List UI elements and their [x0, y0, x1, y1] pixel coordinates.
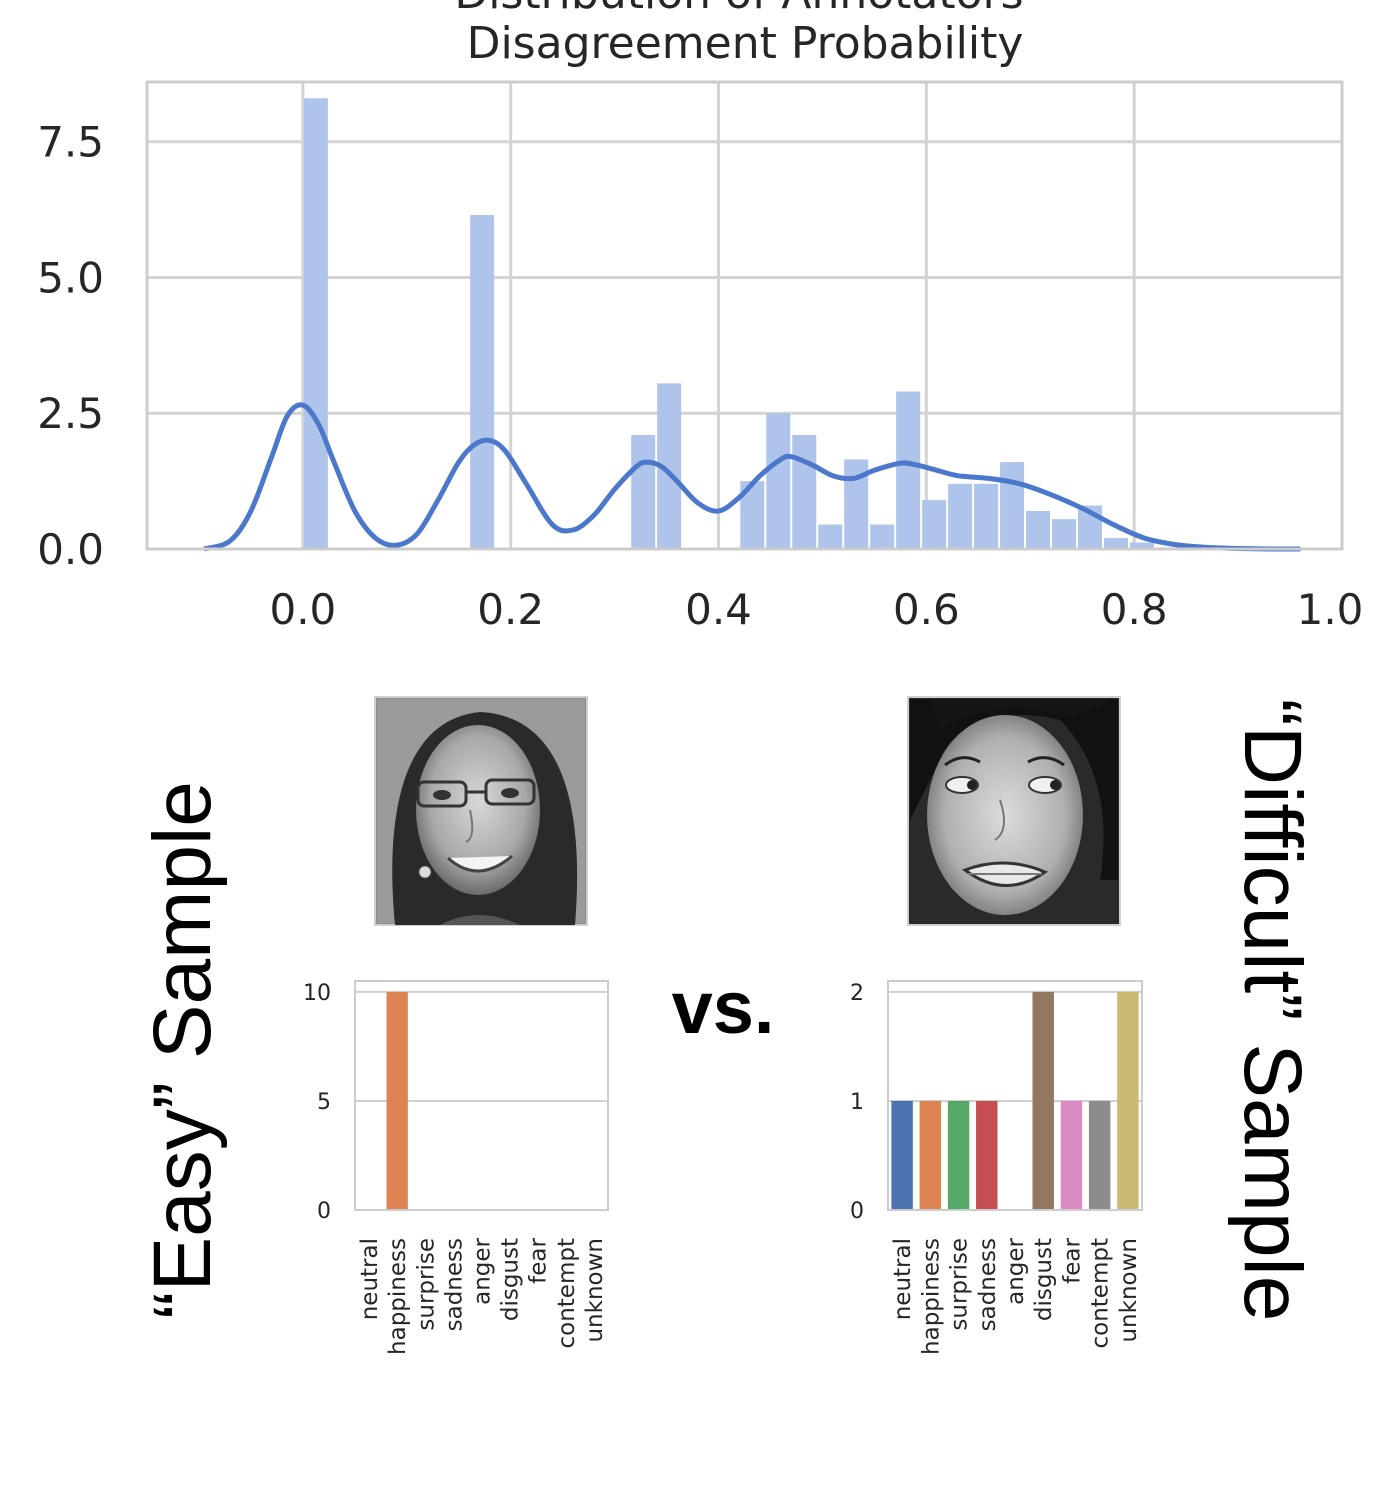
- y-tick-label: 7.5: [37, 118, 104, 167]
- category-label: anger: [1003, 1237, 1029, 1304]
- category-label: sadness: [441, 1238, 467, 1331]
- category-label: fear: [1059, 1237, 1085, 1283]
- x-tick-label: 1.0: [1297, 585, 1364, 634]
- category-label: surprise: [947, 1238, 973, 1331]
- difficult-sample-label: “Difficult” Sample: [1227, 699, 1318, 1322]
- easy-sample-chart: 0 5 10 neutral happiness surprise sadness anger…: [303, 980, 609, 1355]
- histogram-bar: [657, 383, 682, 549]
- category-label: happiness: [385, 1238, 411, 1355]
- difficult-sample-chart: 0 1 2 neutral happiness surprise sadness anger d…: [850, 980, 1143, 1355]
- y-tick-label: 0: [317, 1199, 331, 1224]
- histogram-bar: [631, 434, 656, 549]
- y-tick-label: 2: [850, 981, 864, 1006]
- y-tick-label: 10: [303, 981, 331, 1006]
- kde-curve: [203, 402, 1301, 552]
- histogram-bar: [922, 500, 947, 549]
- top-chart-kde: [203, 402, 1301, 552]
- histogram-bar: [470, 215, 495, 549]
- histogram-bar: [948, 483, 973, 549]
- category-label: disgust: [1031, 1238, 1057, 1321]
- vote-bar: [1117, 991, 1139, 1210]
- vote-bar: [1060, 1100, 1083, 1210]
- y-tick-label: 5: [317, 1090, 331, 1115]
- vote-bar: [1032, 991, 1054, 1210]
- easy-sample-label: “Easy” Sample: [137, 781, 228, 1319]
- y-tick-label: 0: [850, 1199, 864, 1224]
- histogram-bar: [1129, 542, 1154, 549]
- x-tick-label: 0.2: [477, 585, 544, 634]
- top-chart-bars: [303, 98, 1300, 549]
- x-tick-label: 0.4: [685, 585, 752, 634]
- histogram-bar: [844, 459, 869, 549]
- histogram-bar: [1052, 519, 1077, 549]
- histogram-bar: [1000, 462, 1025, 549]
- category-label: anger: [470, 1237, 496, 1304]
- histogram-bar: [303, 98, 328, 549]
- top-chart-frame: [145, 80, 1344, 551]
- vote-bar: [947, 1100, 970, 1210]
- top-chart-x-ticks: 0.0 0.2 0.4 0.6 0.8 1.0: [269, 585, 1363, 634]
- histogram-bar: [766, 413, 791, 549]
- vote-bar: [976, 1100, 998, 1210]
- category-label: neutral: [357, 1238, 383, 1320]
- histogram-bar: [1026, 510, 1051, 549]
- category-label: happiness: [918, 1238, 944, 1355]
- category-label: surprise: [413, 1238, 439, 1331]
- top-chart-y-ticks: 0.0 2.5 5.0 7.5: [37, 118, 104, 574]
- easy-face-photo: [374, 696, 588, 926]
- y-tick-label: 0.0: [37, 525, 104, 574]
- vote-bar: [386, 991, 408, 1210]
- category-label: contempt: [554, 1238, 580, 1349]
- histogram-bar: [870, 524, 895, 549]
- top-chart-title-line1: Distribution of Annotators': [454, 0, 1035, 19]
- category-label: neutral: [890, 1238, 916, 1320]
- histogram-bar: [740, 481, 765, 549]
- histogram-bar: [818, 524, 843, 549]
- top-chart-title-line2: Disagreement Probability: [467, 18, 1024, 69]
- x-tick-label: 0.6: [893, 585, 960, 634]
- y-tick-label: 2.5: [37, 389, 104, 438]
- category-label: disgust: [498, 1238, 524, 1321]
- category-label: fear: [526, 1237, 552, 1283]
- chart-frame: [354, 980, 609, 1211]
- histogram-bar: [792, 434, 817, 549]
- vote-bar: [891, 1100, 913, 1210]
- vote-bar: [1088, 1100, 1111, 1210]
- histogram-bar: [974, 483, 999, 549]
- vote-bar: [919, 1100, 942, 1210]
- category-label: contempt: [1088, 1238, 1114, 1349]
- histogram-bar: [896, 391, 921, 549]
- versus-label: vs.: [672, 966, 775, 1049]
- y-tick-label: 5.0: [37, 253, 104, 302]
- category-label: unknown: [1116, 1238, 1142, 1343]
- category-label: unknown: [582, 1238, 608, 1343]
- y-tick-label: 1: [850, 1090, 864, 1115]
- difficult-face-photo: [907, 696, 1121, 926]
- x-tick-label: 0.0: [269, 585, 336, 634]
- chart-frame: [887, 980, 1143, 1211]
- x-tick-label: 0.8: [1101, 585, 1168, 634]
- category-label: sadness: [975, 1238, 1001, 1331]
- histogram-bar: [1104, 538, 1128, 549]
